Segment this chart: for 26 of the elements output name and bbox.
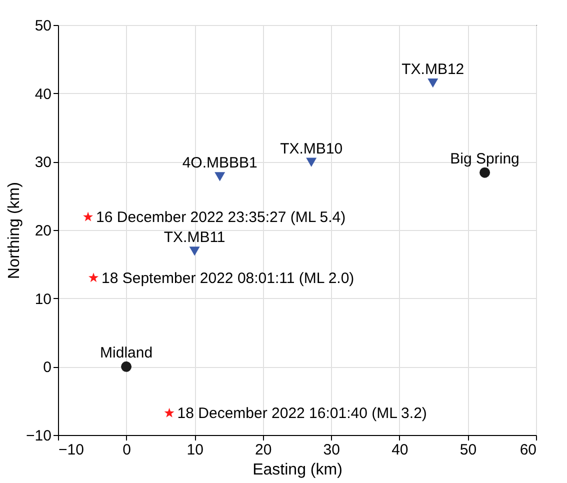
annotation: 18 December 2022 16:01:40 (ML 3.2) xyxy=(177,405,427,422)
annotation: TX.MB12 xyxy=(402,61,464,78)
x-tick-label: 60 xyxy=(520,442,536,458)
annotation: TX.MB11 xyxy=(164,229,226,246)
annotation: TX.MB10 xyxy=(280,140,343,158)
x-tick-label: −10 xyxy=(58,442,84,458)
annotation: 16 December 2022 23:35:27 (ML 5.4) xyxy=(96,209,346,226)
y-tick-label: 40 xyxy=(34,86,52,103)
y-axis-title: Northing (km) xyxy=(6,182,24,279)
x-tick-label: 50 xyxy=(460,442,477,458)
x-tick-label: 30 xyxy=(323,442,340,458)
y-tick-label: 50 xyxy=(34,18,52,34)
y-tick-label: −10 xyxy=(26,428,52,444)
y-tick-label: 20 xyxy=(34,222,52,240)
x-tick-label: 40 xyxy=(392,442,408,458)
y-tick-label: 0 xyxy=(43,359,52,376)
y-tick-label: 10 xyxy=(34,290,52,308)
annotation: 4O.MBBB1 xyxy=(182,154,258,172)
y-tick-label: 30 xyxy=(34,154,52,172)
x-tick-label: 0 xyxy=(122,442,131,458)
annotation: Midland xyxy=(100,344,153,362)
x-tick-label: 10 xyxy=(186,442,204,458)
annotation: 18 September 2022 08:01:11 (ML 2.0) xyxy=(102,270,354,287)
x-tick-label: 20 xyxy=(255,442,272,458)
x-axis-title: Easting (km) xyxy=(252,462,342,478)
annotation: Big Spring xyxy=(450,150,520,168)
